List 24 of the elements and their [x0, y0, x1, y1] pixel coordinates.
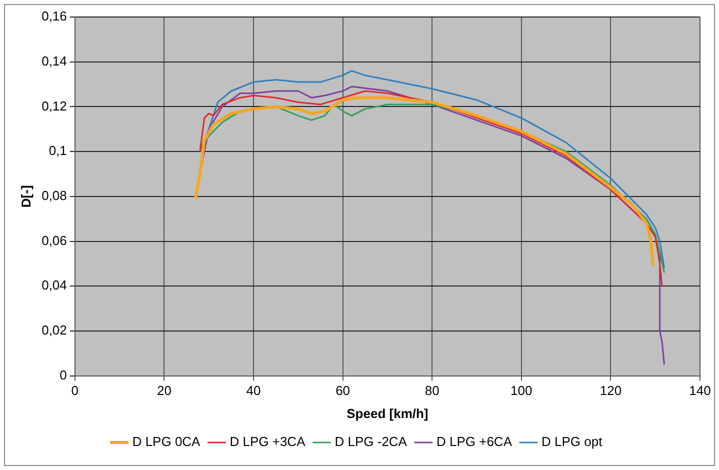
y-tick-label: 0,16 [42, 8, 67, 24]
x-tick-label: 60 [336, 383, 350, 398]
x-tick-label: 40 [246, 383, 261, 398]
x-tick-label: 20 [156, 383, 172, 398]
x-tick-label: 140 [689, 383, 711, 398]
y-tick-label: 0,14 [42, 53, 67, 68]
x-axis-title: Speed [km/h] [346, 406, 428, 421]
x-tick-label: 0 [71, 383, 79, 398]
y-tick-label: 0,12 [42, 98, 67, 114]
y-tick-label: 0,1 [48, 143, 67, 158]
y-tick-label: 0 [60, 367, 67, 382]
x-tick-label: 100 [510, 383, 532, 398]
legend-label: D LPG opt [541, 434, 603, 450]
x-tick-label: 80 [424, 383, 440, 398]
y-tick-label: 0,08 [42, 188, 67, 203]
y-tick-label: 0,06 [42, 232, 67, 248]
legend-label: D LPG +6CA [436, 434, 512, 450]
y-axis-title: D[-] [18, 185, 34, 208]
x-tick-label: 120 [600, 383, 622, 398]
legend-label: D LPG +3CA [230, 434, 306, 450]
y-tick-label: 0,04 [42, 278, 67, 293]
legend-label: D LPG -2CA [334, 434, 408, 450]
legend-label: D LPG 0CA [132, 434, 201, 450]
y-tick-label: 0,02 [42, 322, 67, 338]
